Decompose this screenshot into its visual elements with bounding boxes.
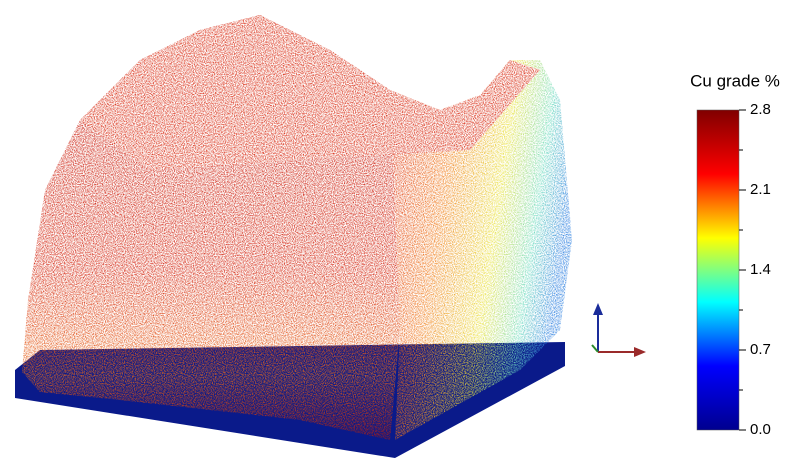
point-cloud [15,15,572,458]
tick-label: 0.7 [750,341,771,358]
tick-label: 0.0 [750,421,771,438]
axis-triad [592,303,646,357]
colorbar-bar [697,110,739,430]
tick-label: 2.1 [750,181,771,198]
colorbar-label: Cu grade % [690,71,780,90]
tick-label: 1.4 [750,261,771,278]
chart: Cu grade % 0.0 0.7 1.4 2.1 2.8 [0,0,801,463]
colorbar: 0.0 0.7 1.4 2.1 2.8 [697,101,771,438]
cloud-top [80,15,540,170]
tick-label: 2.8 [750,101,771,118]
